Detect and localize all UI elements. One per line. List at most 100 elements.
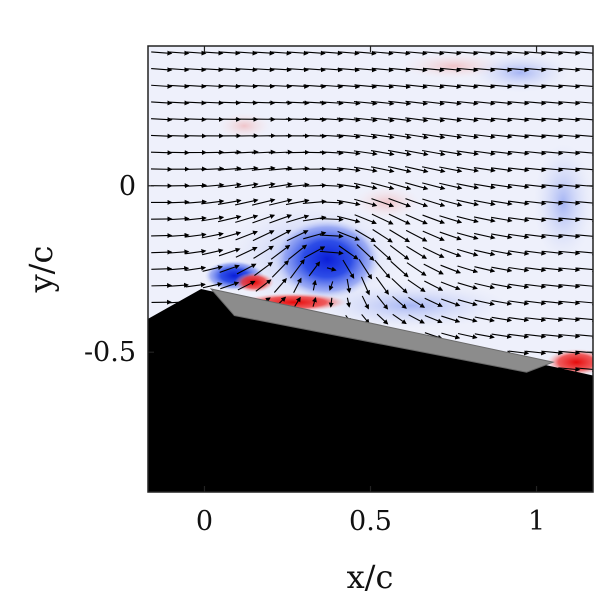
velocity-arrow [422, 182, 446, 191]
velocity-arrow [202, 281, 223, 289]
velocity-arrow [201, 248, 224, 256]
velocity-arrow [235, 100, 259, 106]
velocity-arrow [456, 100, 479, 106]
velocity-arrow [439, 84, 462, 90]
velocity-arrow [361, 295, 369, 310]
velocity-arrow [508, 100, 530, 106]
velocity-arrow [559, 183, 581, 189]
velocity-arrow [234, 198, 259, 206]
velocity-arrow [255, 279, 272, 292]
velocity-arrow [456, 150, 479, 156]
velocity-arrow [473, 117, 496, 123]
velocity-arrow [220, 281, 240, 290]
velocity-arrow [422, 246, 445, 258]
velocity-arrow [508, 200, 530, 206]
velocity-arrow [542, 83, 564, 89]
velocity-arrow [185, 249, 207, 255]
velocity-arrow [423, 263, 444, 275]
velocity-arrow [388, 67, 411, 73]
velocity-arrow [319, 216, 344, 222]
velocity-arrow [542, 200, 564, 206]
velocity-arrow [576, 217, 593, 223]
velocity-arrow [407, 279, 426, 293]
velocity-arrow [439, 133, 463, 140]
velocity-arrow [576, 117, 593, 123]
velocity-arrow [441, 298, 461, 307]
velocity-arrow [370, 150, 395, 157]
velocity-arrow [370, 133, 395, 140]
velocity-arrow [218, 100, 241, 106]
velocity-arrow [491, 333, 513, 339]
velocity-arrow [285, 116, 310, 122]
velocity-arrow [151, 67, 173, 73]
velocity-arrow [559, 50, 581, 56]
velocity-arrow [287, 244, 308, 260]
velocity-arrow [270, 244, 291, 260]
velocity-arrow [319, 183, 344, 189]
velocity-arrow [371, 67, 394, 73]
velocity-arrow [269, 229, 292, 242]
velocity-arrow [337, 67, 360, 73]
velocity-arrow [234, 149, 259, 155]
velocity-arrow [392, 313, 407, 325]
velocity-arrow [542, 117, 564, 123]
velocity-arrow [421, 166, 446, 174]
velocity-arrow [328, 281, 334, 291]
velocity-arrow [387, 166, 412, 174]
velocity-arrow [167, 216, 190, 222]
velocity-arrow [473, 199, 496, 207]
velocity-arrow [508, 333, 530, 339]
velocity-arrow [235, 67, 258, 73]
velocity-arrow [185, 50, 207, 56]
velocity-arrow [457, 248, 479, 257]
velocity-arrow [576, 167, 593, 173]
velocity-arrow [360, 276, 370, 296]
vorticity-blob-red-arc [353, 185, 421, 220]
velocity-arrow [285, 100, 310, 106]
velocity-arrow [559, 250, 581, 256]
velocity-arrow [201, 100, 224, 106]
velocity-arrow [408, 296, 426, 308]
velocity-arrow [440, 50, 462, 56]
velocity-arrow [473, 167, 496, 173]
velocity-arrow [457, 282, 478, 290]
velocity-arrow [252, 100, 276, 106]
velocity-arrow [474, 266, 496, 273]
velocity-arrow [542, 300, 564, 306]
velocity-arrow [576, 133, 593, 139]
y-tick-label: 0 [119, 171, 136, 202]
velocity-arrow [508, 167, 530, 173]
velocity-arrow [354, 50, 377, 56]
velocity-arrow [559, 83, 581, 89]
velocity-arrow [168, 266, 190, 272]
airfoil-plate [209, 288, 555, 373]
velocity-arrow [491, 134, 513, 140]
velocity-arrow [268, 198, 293, 206]
velocity-arrow [542, 250, 564, 256]
velocity-arrow [473, 183, 496, 190]
velocity-arrow [319, 117, 344, 123]
velocity-arrow [185, 282, 206, 288]
velocity-arrow [405, 198, 429, 208]
velocity-arrow [525, 250, 547, 256]
velocity-arrow [576, 183, 593, 189]
velocity-arrow [286, 50, 309, 56]
velocity-arrow [525, 150, 547, 156]
velocity-arrow [542, 217, 564, 223]
y-axis-label: y/c [22, 246, 60, 294]
velocity-arrow [308, 261, 321, 277]
velocity-arrow [218, 231, 242, 240]
velocity-arrow [559, 150, 581, 156]
velocity-arrow [185, 67, 207, 73]
velocity-arrow [184, 232, 207, 238]
velocity-arrow [235, 83, 258, 89]
velocity-arrow [254, 261, 274, 276]
velocity-arrow [508, 283, 530, 290]
velocity-arrow [376, 313, 389, 325]
velocity-arrow [354, 84, 378, 90]
velocity-arrow [525, 50, 547, 56]
velocity-arrow [388, 50, 411, 56]
velocity-arrow [312, 279, 317, 291]
velocity-arrow [370, 166, 395, 174]
velocity-arrow [289, 258, 305, 279]
